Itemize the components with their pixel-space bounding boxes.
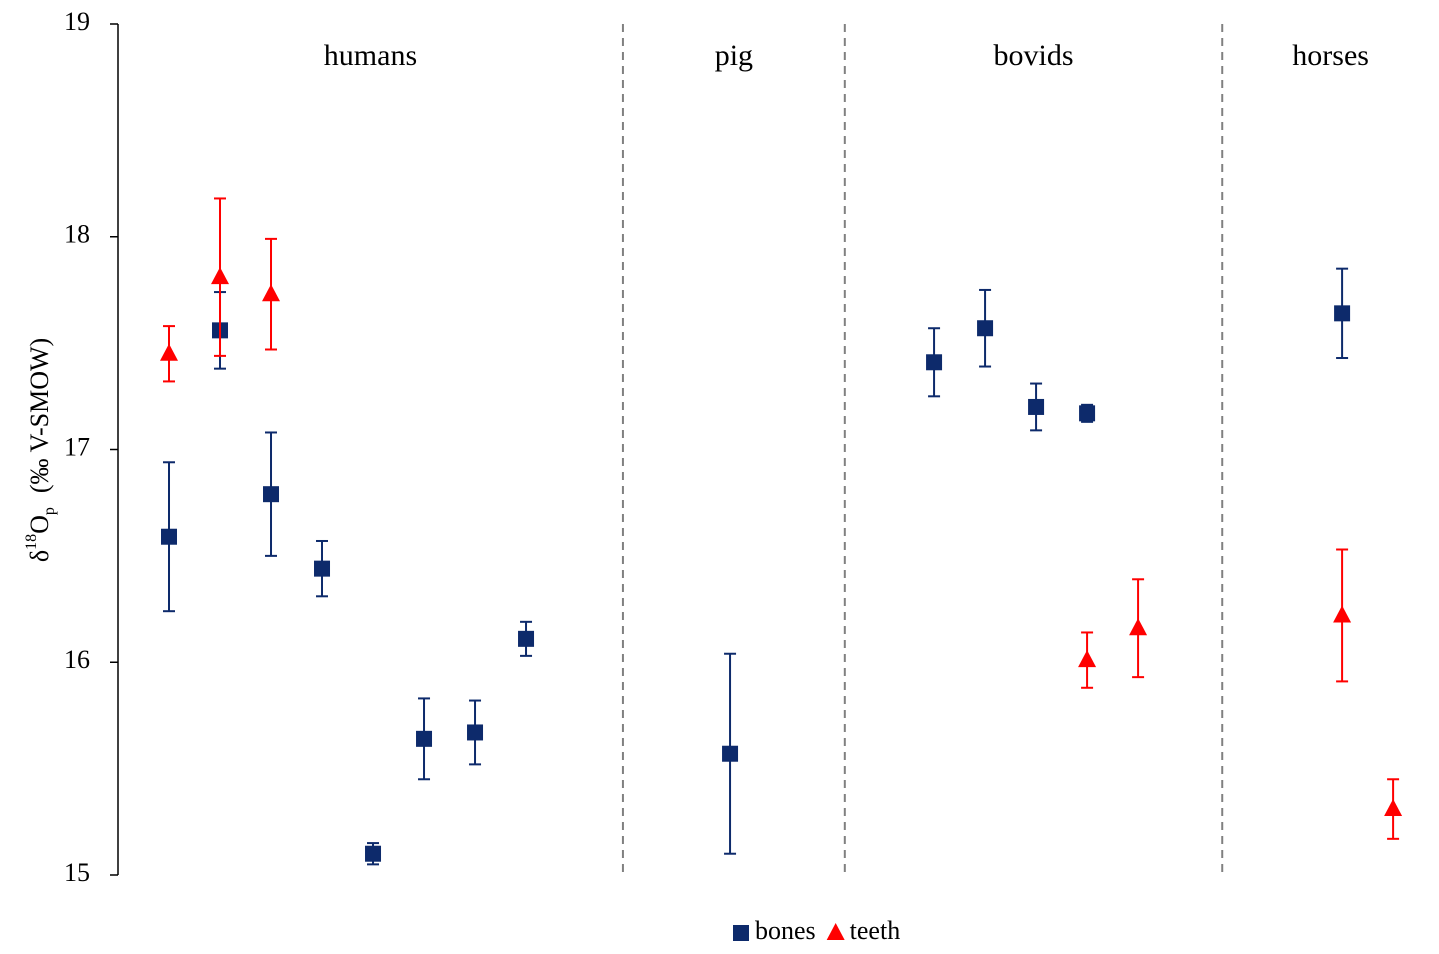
y-tick-label: 19 xyxy=(64,7,90,36)
legend-label: bones xyxy=(755,916,816,945)
group-label: humans xyxy=(324,39,417,72)
marker xyxy=(416,730,433,747)
y-label-part: (‰ V-SMOW) xyxy=(25,338,54,493)
marker xyxy=(926,354,943,371)
marker xyxy=(365,845,382,862)
y-tick-label: 17 xyxy=(64,432,90,461)
marker xyxy=(826,923,845,940)
marker xyxy=(1333,605,1352,623)
marker xyxy=(1384,799,1403,817)
y-tick-label: 15 xyxy=(64,858,90,887)
marker xyxy=(1334,305,1351,322)
marker xyxy=(160,343,179,361)
legend-label: teeth xyxy=(850,916,901,945)
marker xyxy=(263,486,280,503)
y-axis-label: δ18Op (‰ V-SMOW) xyxy=(23,338,58,562)
marker xyxy=(1129,618,1148,636)
marker xyxy=(211,267,230,285)
y-tick-label: 18 xyxy=(64,220,90,249)
marker xyxy=(977,320,994,337)
marker xyxy=(722,745,739,762)
marker xyxy=(1028,398,1045,415)
marker xyxy=(161,528,178,545)
marker xyxy=(733,925,749,941)
marker xyxy=(467,724,484,741)
y-tick-label: 16 xyxy=(64,645,90,674)
marker xyxy=(1079,405,1096,422)
y-label-part: 18 xyxy=(23,534,40,550)
y-label-part: δ xyxy=(25,550,54,562)
group-label: bovids xyxy=(994,39,1074,72)
group-label: horses xyxy=(1292,39,1369,72)
marker xyxy=(262,284,281,302)
y-label-part: p xyxy=(41,507,58,515)
marker xyxy=(518,630,535,647)
group-label: pig xyxy=(715,39,753,72)
marker xyxy=(1078,650,1097,668)
y-label-part: O xyxy=(25,515,54,534)
marker xyxy=(314,560,331,577)
